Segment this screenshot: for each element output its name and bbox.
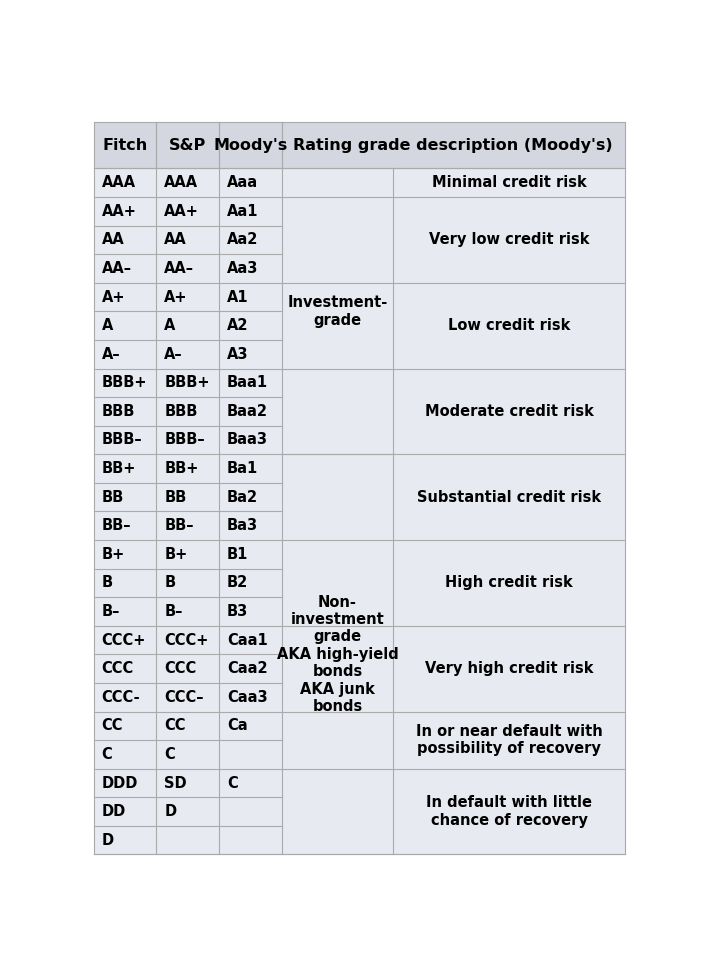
Text: AAA: AAA <box>164 175 198 190</box>
Text: A1: A1 <box>227 289 248 305</box>
Text: Moderate credit risk: Moderate credit risk <box>425 404 594 419</box>
Text: Caa1: Caa1 <box>227 632 268 648</box>
Text: Low credit risk: Low credit risk <box>448 318 570 333</box>
Text: BB: BB <box>164 489 186 505</box>
Text: B–: B– <box>102 604 120 619</box>
Text: CCC: CCC <box>164 661 196 676</box>
Text: BB: BB <box>102 489 124 505</box>
Text: DDD: DDD <box>102 776 138 790</box>
Text: CC: CC <box>102 718 123 733</box>
Text: Ca: Ca <box>227 718 247 733</box>
Text: S&P: S&P <box>169 138 206 153</box>
Text: BBB–: BBB– <box>164 432 205 448</box>
Bar <box>94 122 625 168</box>
Text: A–: A– <box>164 347 183 362</box>
Text: A: A <box>102 318 113 333</box>
Text: Minimal credit risk: Minimal credit risk <box>432 175 586 190</box>
Text: D: D <box>102 833 114 848</box>
Text: Investment-
grade: Investment- grade <box>287 295 388 328</box>
Text: B2: B2 <box>227 575 248 591</box>
Text: AA+: AA+ <box>102 204 137 219</box>
Text: CCC+: CCC+ <box>102 632 146 648</box>
Text: In or near default with
possibility of recovery: In or near default with possibility of r… <box>416 724 602 756</box>
Text: BBB: BBB <box>102 404 135 419</box>
Text: AA+: AA+ <box>164 204 199 219</box>
Text: B1: B1 <box>227 546 248 562</box>
Text: BB–: BB– <box>164 518 193 533</box>
Text: CCC-: CCC- <box>102 689 140 705</box>
Text: Fitch: Fitch <box>102 138 148 153</box>
Text: BB+: BB+ <box>164 461 198 476</box>
Text: B: B <box>164 575 175 591</box>
Text: BBB–: BBB– <box>102 432 142 448</box>
Text: CCC: CCC <box>102 661 134 676</box>
Text: Aa3: Aa3 <box>227 261 258 276</box>
Text: Aaa: Aaa <box>227 175 258 190</box>
Text: Aa2: Aa2 <box>227 232 258 248</box>
Text: BBB: BBB <box>164 404 198 419</box>
Text: CCC–: CCC– <box>164 689 204 705</box>
Text: A3: A3 <box>227 347 248 362</box>
Text: A2: A2 <box>227 318 248 333</box>
Text: Moody's: Moody's <box>213 138 287 153</box>
Text: Very high credit risk: Very high credit risk <box>425 661 593 676</box>
Text: BB–: BB– <box>102 518 131 533</box>
Text: Non-
investment
grade
AKA high-yield
bonds
AKA junk
bonds: Non- investment grade AKA high-yield bon… <box>277 595 398 714</box>
Text: Caa2: Caa2 <box>227 661 268 676</box>
Text: AA: AA <box>102 232 124 248</box>
Text: A+: A+ <box>164 289 188 305</box>
Text: B–: B– <box>164 604 182 619</box>
Text: BBB+: BBB+ <box>102 375 147 391</box>
Text: C: C <box>227 776 238 790</box>
Text: AA: AA <box>164 232 187 248</box>
Text: Baa3: Baa3 <box>227 432 268 448</box>
Text: B+: B+ <box>164 546 187 562</box>
Text: Baa2: Baa2 <box>227 404 268 419</box>
Text: AA–: AA– <box>164 261 194 276</box>
Text: Ba1: Ba1 <box>227 461 258 476</box>
Text: CCC+: CCC+ <box>164 632 209 648</box>
Text: Very low credit risk: Very low credit risk <box>429 232 590 248</box>
Text: A–: A– <box>102 347 120 362</box>
Text: CC: CC <box>164 718 186 733</box>
Text: In default with little
chance of recovery: In default with little chance of recover… <box>426 796 592 828</box>
Text: C: C <box>164 747 175 762</box>
Text: Caa3: Caa3 <box>227 689 268 705</box>
Text: SD: SD <box>164 776 187 790</box>
Text: AA–: AA– <box>102 261 132 276</box>
Text: BBB+: BBB+ <box>164 375 210 391</box>
Text: B3: B3 <box>227 604 248 619</box>
Text: B+: B+ <box>102 546 125 562</box>
Text: High credit risk: High credit risk <box>445 575 573 591</box>
Text: Aa1: Aa1 <box>227 204 259 219</box>
Text: DD: DD <box>102 805 125 819</box>
Text: Ba2: Ba2 <box>227 489 258 505</box>
Text: B: B <box>102 575 113 591</box>
Text: BB+: BB+ <box>102 461 136 476</box>
Text: C: C <box>102 747 112 762</box>
Text: Ba3: Ba3 <box>227 518 258 533</box>
Text: Rating grade description (Moody's): Rating grade description (Moody's) <box>294 138 613 153</box>
Text: A+: A+ <box>102 289 125 305</box>
Text: AAA: AAA <box>102 175 136 190</box>
Text: Substantial credit risk: Substantial credit risk <box>417 489 601 505</box>
Text: A: A <box>164 318 175 333</box>
Text: D: D <box>164 805 177 819</box>
Text: Baa1: Baa1 <box>227 375 268 391</box>
